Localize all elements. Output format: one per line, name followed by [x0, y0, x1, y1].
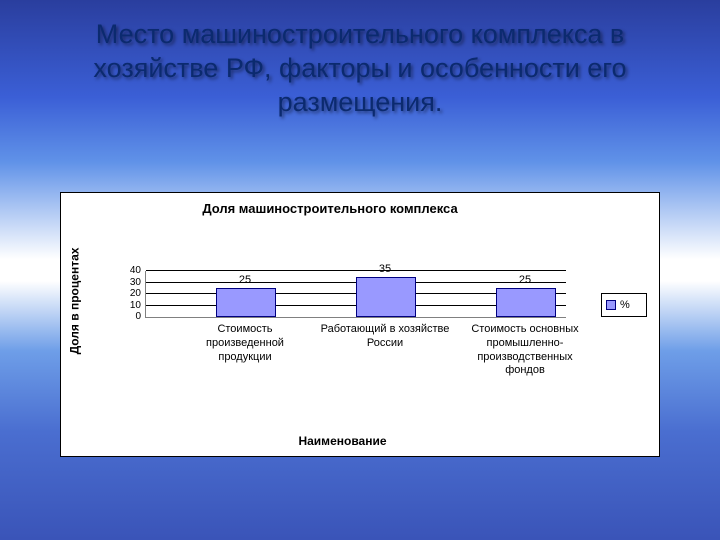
ytick-1: 10: [130, 301, 141, 311]
plot-area: [145, 271, 566, 318]
y-tick-labels: 0 10 20 30 40: [121, 271, 143, 317]
bar-0: [216, 288, 276, 317]
slide-title: Место машиностроительного комплекса в хо…: [55, 18, 665, 119]
value-label-1: 35: [379, 263, 391, 275]
ytick-2: 20: [130, 289, 141, 299]
y-axis-label: Доля в процентах: [67, 241, 81, 361]
x-axis-label: Наименование: [106, 434, 579, 448]
chart-container: Доля машиностроительного комплекса Доля …: [60, 192, 660, 457]
slide: Место машиностроительного комплекса в хо…: [0, 0, 720, 540]
bar-2: [496, 288, 556, 317]
bar-1: [356, 277, 416, 317]
category-label-2: Стоимость основных промышленно-производс…: [460, 323, 590, 378]
legend: %: [601, 293, 647, 317]
y-axis-label-text: Доля в процентах: [67, 248, 81, 355]
ytick-0: 0: [135, 312, 141, 322]
category-label-0: Стоимость произведенной продукции: [180, 323, 310, 364]
gridline: [146, 270, 566, 271]
value-label-2: 25: [519, 274, 531, 286]
legend-swatch: [606, 300, 616, 310]
value-label-0: 25: [239, 274, 251, 286]
category-label-1: Работающий в хозяйстве России: [320, 323, 450, 351]
chart-title: Доля машиностроительного комплекса: [61, 201, 599, 216]
ytick-4: 40: [130, 266, 141, 276]
legend-label: %: [620, 299, 630, 311]
chart-plot: 0 10 20 30 40 25 35 25 Стоимость произве…: [121, 231, 571, 431]
ytick-3: 30: [130, 278, 141, 288]
